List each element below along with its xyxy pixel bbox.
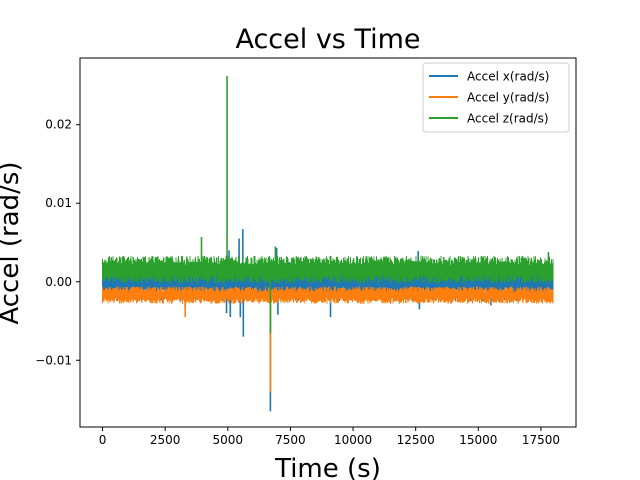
x-tick-label: 2500 xyxy=(150,433,181,447)
series-layer xyxy=(102,76,554,412)
x-tick-label: 17500 xyxy=(522,433,560,447)
y-axis-label: Accel (rad/s) xyxy=(0,161,25,324)
series-3-line xyxy=(102,76,554,333)
y-tick-label: −0.01 xyxy=(35,353,72,367)
legend-label: Accel z(rad/s) xyxy=(467,112,549,126)
x-tick-label: 7500 xyxy=(275,433,306,447)
chart-title: Accel vs Time xyxy=(235,24,420,55)
legend-label: Accel x(rad/s) xyxy=(467,70,549,84)
x-tick-label: 0 xyxy=(99,433,107,447)
plot-area xyxy=(79,57,577,428)
series-3-noise xyxy=(102,255,554,284)
y-tick-label: 0.00 xyxy=(45,275,72,289)
y-tick-label: 0.01 xyxy=(45,196,72,210)
legend-box xyxy=(422,62,570,133)
y-tick-label: 0.02 xyxy=(45,118,72,132)
x-tick-label: 5000 xyxy=(213,433,244,447)
x-tick-label: 12500 xyxy=(397,433,435,447)
legend: Accel x(rad/s) Accel y(rad/s) Accel z(rad/… xyxy=(422,62,570,133)
y-axis-ticks: −0.01 0.00 0.01 0.02 xyxy=(35,118,80,367)
axes-frame xyxy=(79,57,577,428)
legend-label: Accel y(rad/s) xyxy=(467,91,549,105)
x-tick-label: 10000 xyxy=(334,433,372,447)
series-2-noise xyxy=(102,286,554,304)
x-axis-ticks: 0 2500 5000 7500 10000 12500 15000 17500 xyxy=(99,427,560,447)
x-tick-label: 15000 xyxy=(459,433,497,447)
x-axis-label: Time (s) xyxy=(274,454,381,480)
